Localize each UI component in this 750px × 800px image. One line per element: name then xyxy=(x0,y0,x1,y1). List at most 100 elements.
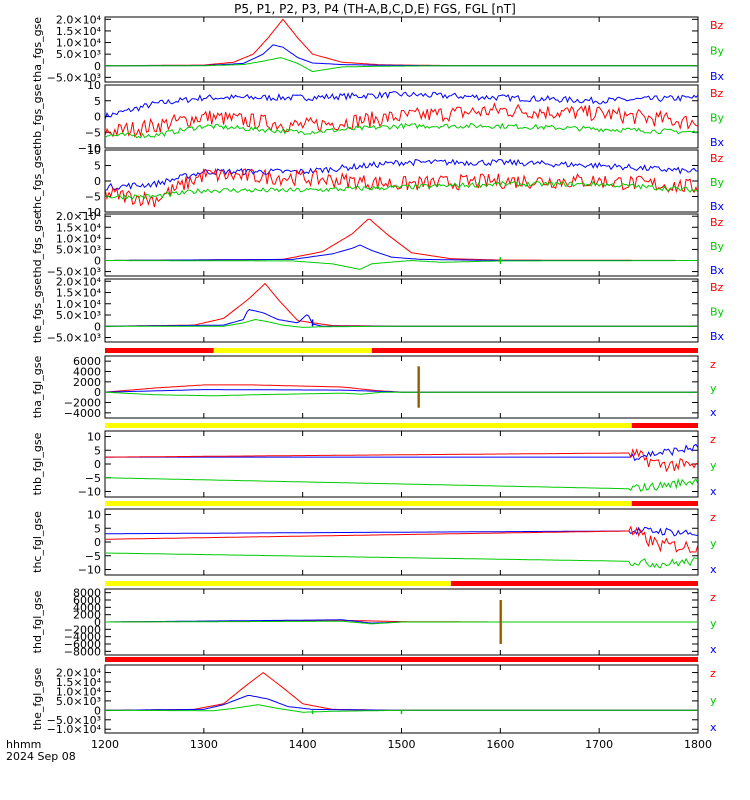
series-line-Bz xyxy=(105,282,698,327)
series-group xyxy=(105,18,698,73)
panel-thd_fgs_gse: 2.0×10⁴1.5×10⁴1.0×10⁴5.0×10³0−5.0×10³thd… xyxy=(31,210,725,278)
mode-bar-segment xyxy=(105,348,214,353)
panel-frame xyxy=(104,149,699,213)
legend-entry-Bz: Bz xyxy=(710,87,724,100)
y-tick-label: −1.0×10⁴ xyxy=(47,723,102,736)
panel-thc_fgs_gse: 10 5 0 −5 −10 thc_fgs_gse Bz By Bx xyxy=(31,144,725,219)
series-line-Bx xyxy=(105,244,698,261)
y-tick-label: 1.0×10⁴ xyxy=(56,685,102,698)
x-tick-label: 1700 xyxy=(585,738,613,751)
panel-thb_fgs_gse: 10 5 0 −5 −10 thb_fgs_gse Bz By Bx xyxy=(31,79,725,155)
y-axis-label: tha_fgs_gse xyxy=(31,17,44,82)
y-tick-label: 5 xyxy=(94,522,101,535)
panel-frame xyxy=(104,355,699,419)
series-group xyxy=(105,443,698,492)
panel-frame xyxy=(104,664,699,734)
y-tick-label: −5 xyxy=(85,191,101,204)
series-line-x xyxy=(105,443,698,462)
legend-entry-By: By xyxy=(710,240,725,253)
series-line-By xyxy=(105,180,698,200)
y-tick-label: 2000 xyxy=(73,609,101,622)
legend-entry-x: x xyxy=(710,563,717,576)
y-axis-label: the_fgl_gse xyxy=(31,668,44,731)
series-line-By xyxy=(105,259,698,270)
y-tick-label: 1.5×10⁴ xyxy=(56,25,102,38)
y-tick-label: 10 xyxy=(87,144,101,157)
y-tick-label: 1.0×10⁴ xyxy=(56,232,102,245)
series-group xyxy=(105,218,698,270)
y-tick-label: 2.0×10⁴ xyxy=(56,275,102,288)
series-group xyxy=(105,384,698,397)
series-line-Bz xyxy=(105,18,698,67)
y-tick-label: 10 xyxy=(87,509,101,522)
series-line-Bx xyxy=(105,309,698,327)
series-group xyxy=(105,619,698,625)
y-tick-label: 0 xyxy=(94,175,101,188)
series-line-Bx xyxy=(105,44,698,67)
legend-entry-y: y xyxy=(710,617,717,630)
y-tick-label: 0 xyxy=(94,255,101,268)
legend-entry-Bx: Bx xyxy=(710,70,725,83)
y-tick-label: −5 xyxy=(85,126,101,139)
y-axis-label: thb_fgl_gse xyxy=(31,432,44,495)
y-tick-label: 2000 xyxy=(73,376,101,389)
y-tick-label: 5 xyxy=(94,444,101,457)
x-axis: 1200 1300 1400 1500 1600 1700 1800 xyxy=(91,738,712,751)
y-tick-label: −5.0×10³ xyxy=(47,332,101,345)
panel-frame xyxy=(104,430,699,498)
y-tick-label: 6000 xyxy=(73,355,101,368)
legend-entry-Bx: Bx xyxy=(710,330,725,343)
y-tick-label: 10 xyxy=(87,79,101,92)
y-tick-label: −10 xyxy=(78,486,101,499)
y-tick-label: 0 xyxy=(94,616,101,629)
legend-entry-z: z xyxy=(710,358,716,371)
series-group xyxy=(105,282,698,328)
legend-entry-y: y xyxy=(710,537,717,550)
y-tick-label: −4000 xyxy=(64,407,101,420)
mode-bar-segment xyxy=(105,501,632,506)
mode-bar-segment xyxy=(631,423,698,428)
panel-frame xyxy=(104,508,699,576)
spike xyxy=(499,600,503,644)
legend-entry-y: y xyxy=(710,694,717,707)
y-tick-label: 2.0×10⁴ xyxy=(56,210,102,223)
legend-entry-By: By xyxy=(710,45,725,58)
series-line-y xyxy=(105,391,698,397)
legend-entry-y: y xyxy=(710,382,717,395)
y-axis-label: the_fgs_gse xyxy=(31,278,44,343)
y-tick-label: 5.0×10³ xyxy=(56,309,101,322)
y-tick-label: −10 xyxy=(78,206,101,219)
series-group xyxy=(105,525,698,569)
y-tick-label: 4000 xyxy=(73,366,101,379)
panel-tha_fgs_gse: 2.0×10⁴1.5×10⁴1.0×10⁴5.0×10³0−5.0×10³tha… xyxy=(31,13,725,84)
series-group xyxy=(105,671,698,713)
series-line-By xyxy=(105,318,698,328)
y-axis-label: thc_fgl_gse xyxy=(31,511,44,573)
y-tick-label: 1.0×10⁴ xyxy=(56,37,102,50)
series-line-y xyxy=(105,620,698,625)
y-tick-label: 5.0×10³ xyxy=(56,48,101,61)
legend-entry-y: y xyxy=(710,459,717,472)
x-tick-label: 1800 xyxy=(684,738,712,751)
x-tick-label: 1200 xyxy=(91,738,119,751)
legend-entry-By: By xyxy=(710,306,725,319)
y-tick-label: 0 xyxy=(94,704,101,717)
mode-bar-segment xyxy=(105,581,451,586)
series-line-y xyxy=(105,552,698,569)
time-axis-label: hhmm xyxy=(6,738,41,751)
spike xyxy=(417,366,421,408)
y-tick-label: −5.0×10³ xyxy=(47,71,101,84)
y-tick-label: 4000 xyxy=(73,601,101,614)
legend-entry-x: x xyxy=(710,406,717,419)
y-axis-label: thb_fgs_gse xyxy=(31,84,44,150)
series-group xyxy=(105,158,698,208)
mode-bar-segment xyxy=(450,581,698,586)
y-tick-label: 0 xyxy=(94,458,101,471)
mode-bar-segment xyxy=(631,501,698,506)
panel-frame xyxy=(104,84,699,149)
y-tick-label: −8000 xyxy=(64,645,101,658)
legend-entry-Bz: Bz xyxy=(710,19,724,32)
